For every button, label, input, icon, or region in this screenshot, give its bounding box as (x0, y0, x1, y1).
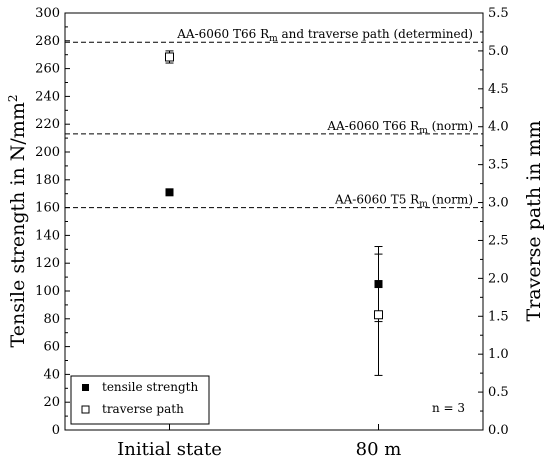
right-tick-label: 5.5 (488, 6, 509, 21)
left-tick-label: 100 (35, 284, 60, 299)
category-label: Initial state (117, 439, 222, 460)
right-tick-label: 4.5 (488, 82, 509, 97)
left-tick-label: 80 (43, 312, 60, 327)
right-tick-label: 4.0 (488, 120, 509, 135)
left-tick-label: 180 (35, 173, 60, 188)
right-tick-label: 2.5 (488, 233, 509, 248)
left-tick-label: 160 (35, 201, 60, 216)
category-axis-ticks: Initial state 80 m (117, 424, 401, 460)
left-tick-label: 0 (52, 423, 60, 438)
left-tick-label: 200 (35, 145, 60, 160)
right-tick-label: 2.0 (488, 271, 509, 286)
right-axis-ticks: 0.0 0.5 1.0 1.5 2.0 2.5 3.0 3.5 4.0 4.5 5.0 5.5 (478, 6, 509, 438)
legend-label-tensile: tensile strength (102, 380, 198, 394)
reference-line-label: AA-6060 T5 Rm (norm) (334, 193, 473, 210)
right-tick-label: 1.5 (488, 309, 509, 324)
y-axis-title-text: Tensile strength in N/mm (7, 102, 29, 347)
left-tick-label: 240 (35, 89, 60, 104)
tensile-strength-point (165, 188, 174, 197)
right-tick-label: 0.0 (488, 423, 509, 438)
left-tick-label: 220 (35, 117, 60, 132)
right-tick-label: 1.0 (488, 347, 509, 362)
reference-line-label: AA-6060 T66 Rm and traverse path (determ… (176, 27, 473, 44)
y2-axis-title: Traverse path in mm (523, 121, 545, 322)
legend-marker-traverse (81, 405, 90, 414)
left-tick-label: 40 (43, 367, 60, 382)
data-marks (165, 50, 383, 376)
reference-line-label: AA-6060 T66 Rm (norm) (326, 119, 473, 136)
plot-frame (64, 12, 484, 431)
left-axis-ticks: 0 20 40 60 80 100 120 140 160 180 200 220 240 260 280 3… (35, 6, 70, 438)
y-axis-title: Tensile strength in N/mm2 (6, 95, 29, 348)
legend-label-traverse: traverse path (102, 402, 184, 416)
left-tick-label: 120 (35, 256, 60, 271)
reference-lines: AA-6060 T66 Rm and traverse path (determ… (65, 27, 483, 210)
traverse-path-point (165, 52, 174, 62)
legend: tensile strength traverse path (70, 375, 210, 425)
traverse-path-point (374, 310, 383, 320)
left-tick-label: 280 (35, 34, 60, 49)
left-tick-label: 60 (43, 340, 60, 355)
legend-marker-tensile (82, 384, 89, 391)
left-tick-label: 140 (35, 228, 60, 243)
left-tick-label: 20 (43, 395, 60, 410)
right-tick-label: 3.0 (488, 196, 509, 211)
legend-box (70, 375, 210, 425)
left-tick-label: 260 (35, 62, 60, 77)
right-tick-label: 5.0 (488, 44, 509, 59)
sample-size-note: n = 3 (432, 401, 465, 415)
right-tick-label: 0.5 (488, 385, 509, 400)
left-tick-label: 300 (35, 6, 60, 21)
y-axis-title-superscript: 2 (6, 95, 20, 103)
category-label: 80 m (356, 439, 402, 460)
right-tick-label: 3.5 (488, 158, 509, 173)
